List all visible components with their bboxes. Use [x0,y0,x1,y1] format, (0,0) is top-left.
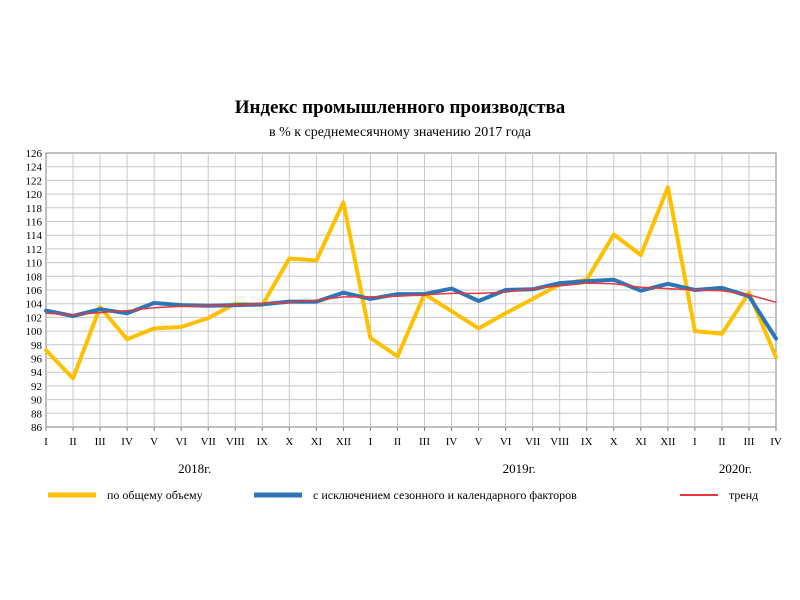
y-tick-label: 100 [26,326,43,338]
x-tick-label: IX [581,436,593,448]
y-tick-label: 86 [31,422,43,434]
legend-label-3: тренд [729,488,758,502]
y-tick-label: 120 [26,189,43,201]
x-tick-label: II [69,436,77,448]
legend-label-2: с исключением сезонного и календарного ф… [313,488,577,502]
y-tick-label: 94 [31,367,43,379]
y-tick-label: 106 [26,285,43,297]
y-tick-label: 118 [26,203,43,215]
chart-subtitle: в % к среднемесячному значению 2017 года [268,125,532,140]
x-tick-label: X [610,436,618,448]
year-label: 2020г. [719,461,752,476]
x-tick-label: XII [660,436,676,448]
x-tick-label: V [150,436,158,448]
y-tick-label: 90 [31,395,43,407]
x-tick-label: I [693,436,697,448]
y-tick-label: 112 [26,244,42,256]
x-tick-label: IX [256,436,268,448]
x-tick-label: VII [201,436,217,448]
x-tick-label: IV [770,436,782,448]
series-line-3 [45,282,777,316]
y-tick-label: 122 [26,175,43,187]
y-tick-label: 108 [26,271,43,283]
legend-label-1: по общему объему [107,488,203,502]
x-tick-label: X [285,436,293,448]
series-line-1 [44,185,778,381]
x-tick-label: XI [311,436,323,448]
y-tick-label: 96 [31,354,43,366]
x-tick-label: II [718,436,726,448]
x-tick-label: XII [336,436,352,448]
x-tick-label: V [475,436,483,448]
x-tick-label: VIII [550,436,569,448]
y-tick-label: 116 [26,217,43,229]
x-tick-label: VI [500,436,512,448]
x-tick-label: I [44,436,48,448]
y-tick-label: 88 [31,408,43,420]
chart-title: Индекс промышленного производства [234,97,566,118]
y-tick-label: 124 [26,162,43,174]
x-tick-label: I [369,436,373,448]
y-tick-label: 92 [31,381,42,393]
x-tick-label: III [95,436,106,448]
y-tick-label: 114 [26,230,43,242]
x-tick-label: II [394,436,402,448]
year-label: 2019г. [503,461,536,476]
y-tick-label: 126 [26,148,43,160]
x-tick-label: III [743,436,754,448]
x-tick-label: VI [175,436,187,448]
y-tick-label: 98 [31,340,43,352]
x-tick-label: VIII [226,436,245,448]
x-tick-label: VII [525,436,541,448]
x-tick-label: XI [635,436,647,448]
x-tick-label: IV [121,436,133,448]
x-tick-label: IV [446,436,458,448]
y-tick-label: 104 [26,299,43,311]
x-tick-label: III [419,436,430,448]
year-label: 2018г. [178,461,211,476]
y-tick-label: 110 [26,258,43,270]
y-tick-label: 102 [26,312,43,324]
